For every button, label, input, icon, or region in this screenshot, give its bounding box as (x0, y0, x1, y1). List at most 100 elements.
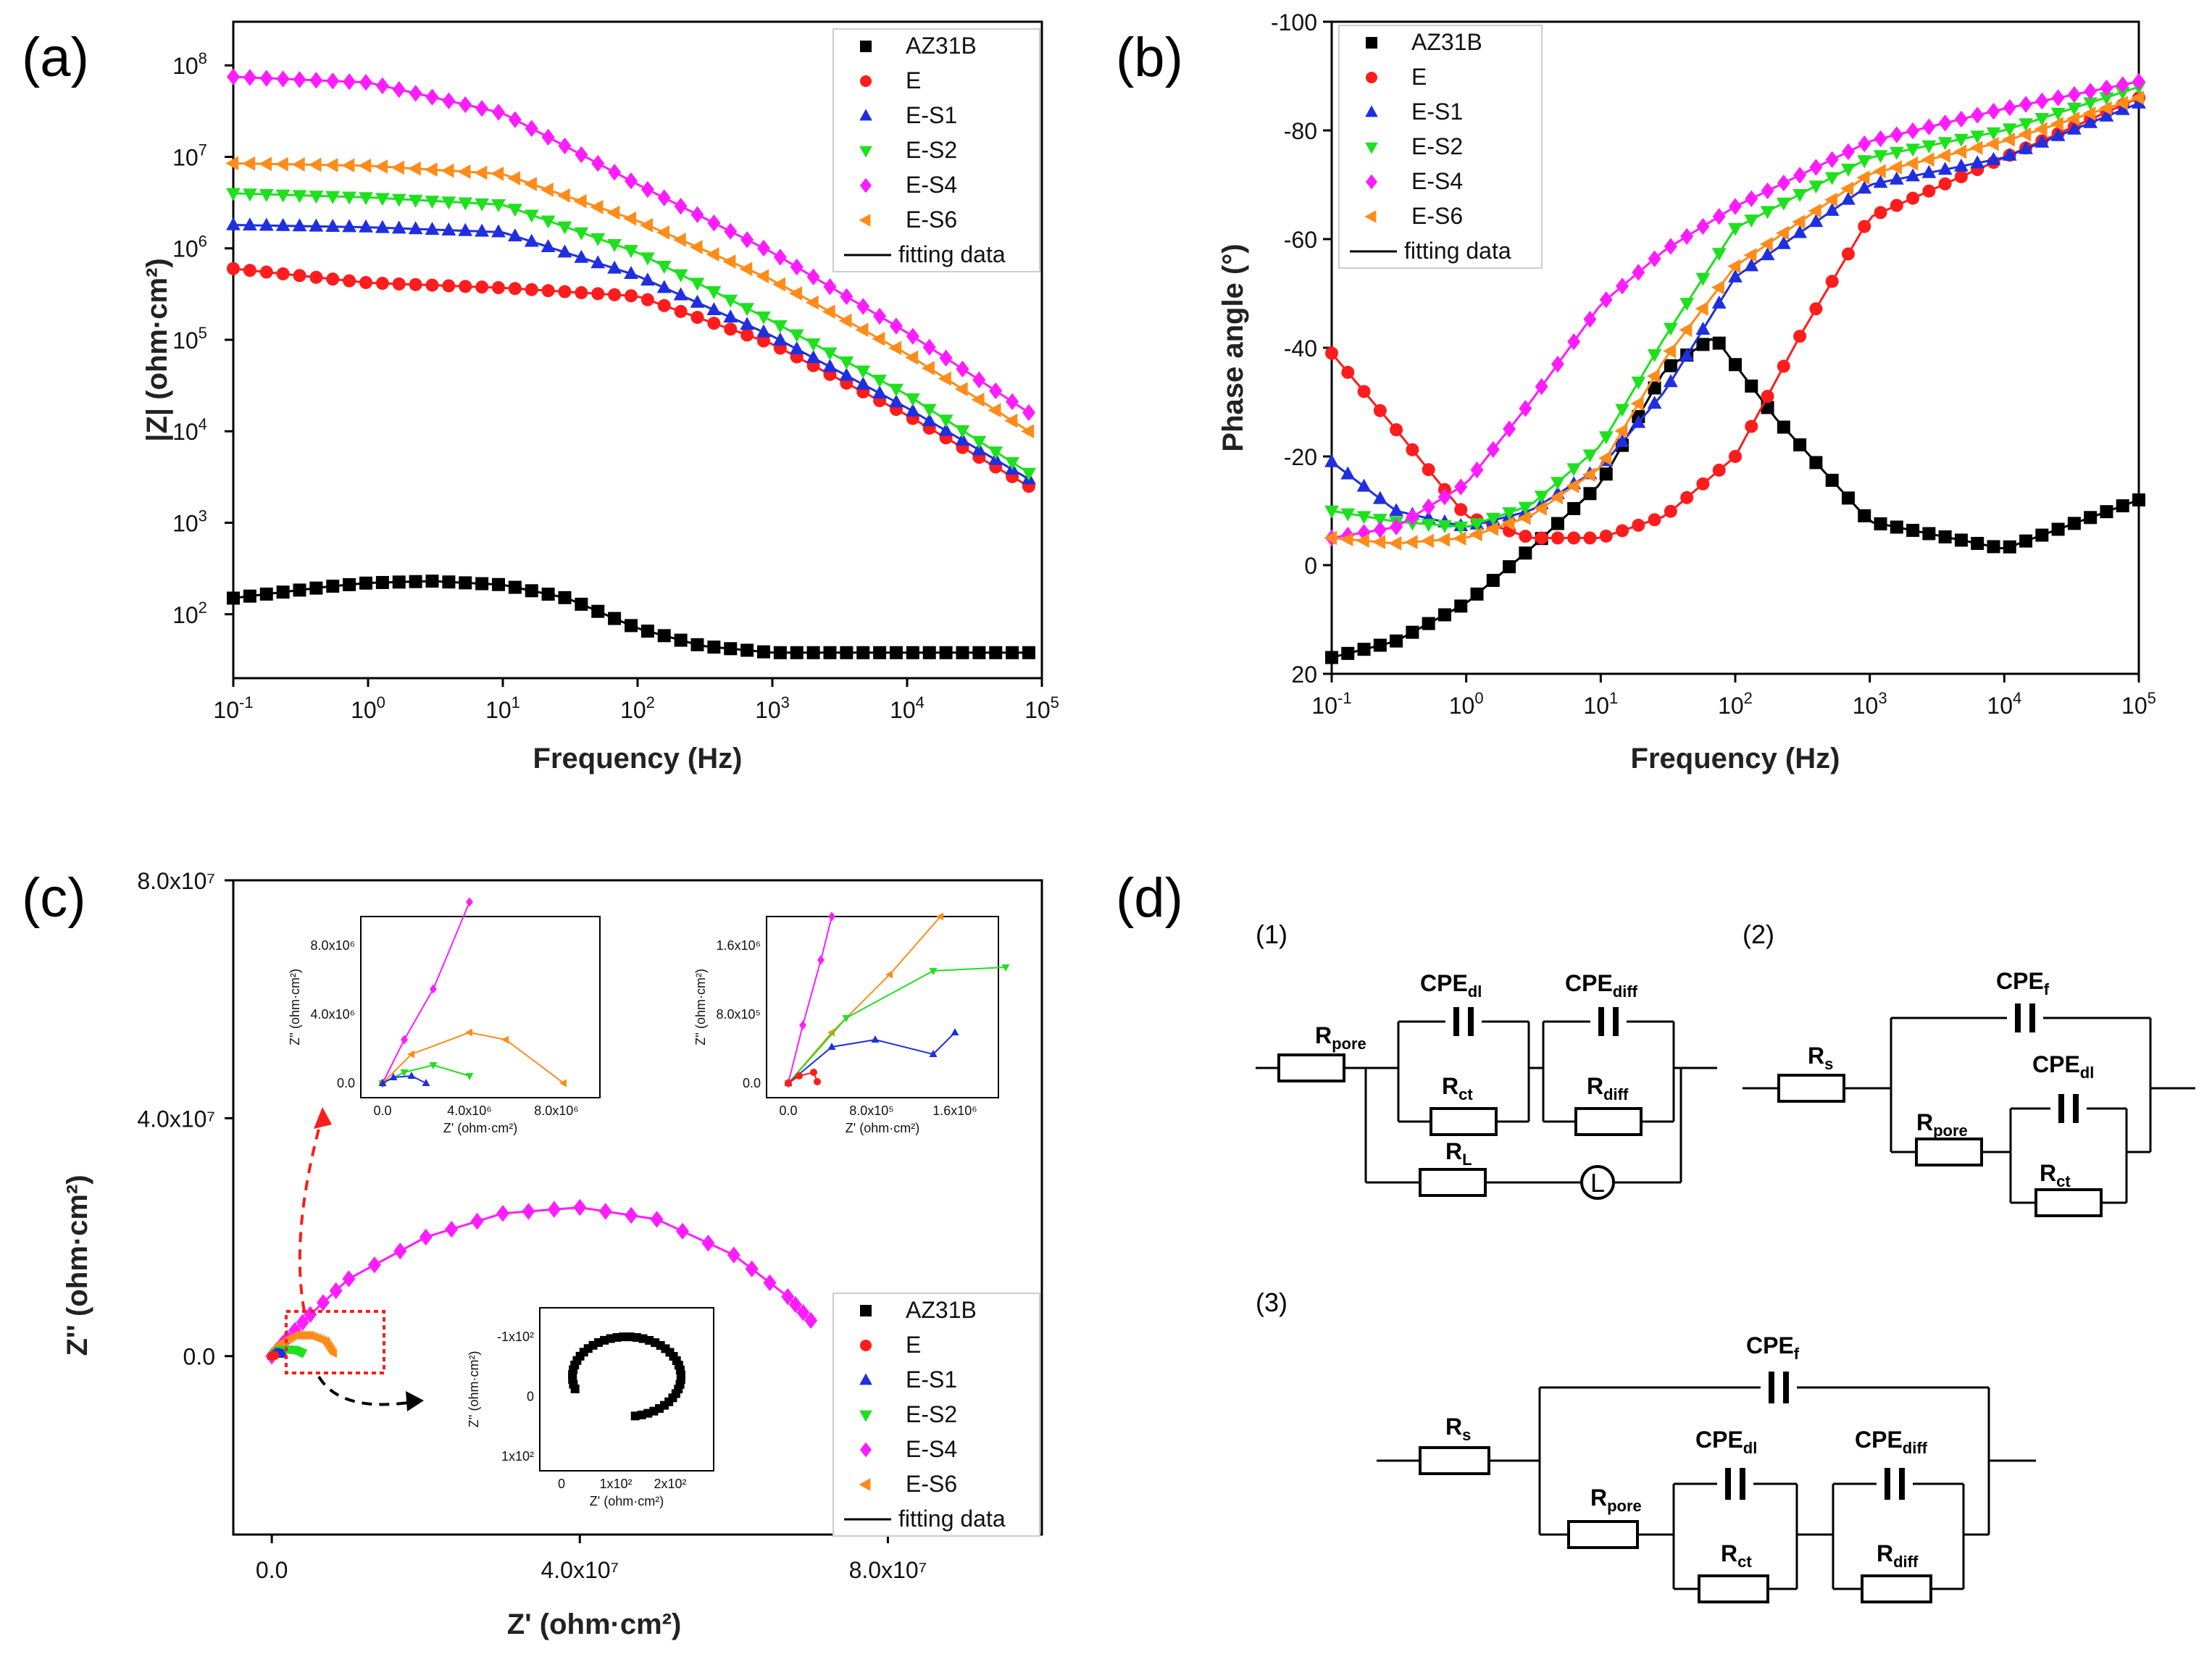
chart-b-point-E-S1 (1792, 225, 1808, 238)
chart-c-point-E-S4 (625, 1206, 638, 1224)
chart-b-point-AZ31B (1390, 634, 1403, 648)
legend-label: AZ31B (906, 1297, 977, 1323)
chart-b-point-E (1551, 531, 1564, 545)
chart-b-point-E-S4 (1987, 102, 2000, 120)
chart-a-point-E-S4 (989, 382, 1003, 400)
legend-label: E-S1 (906, 1366, 957, 1393)
chart-a-point-E (724, 322, 738, 336)
chart-a-point-E-S2 (292, 190, 307, 204)
legend-label: AZ31B (906, 33, 977, 59)
chart-c-point-E-S4 (419, 1228, 433, 1246)
chart-a-point-AZ31B (740, 643, 754, 657)
chart-b-point-AZ31B (1648, 381, 1661, 395)
legend-marker (860, 1340, 872, 1351)
chart-c-point-E (270, 1351, 280, 1360)
chart-b-xtick-label: 103 (1853, 689, 1887, 719)
chart-a-point-E-S1 (475, 223, 490, 237)
inset-fit-E (788, 1071, 818, 1084)
inset-point-E-S1 (422, 1079, 430, 1086)
chart-b-point-E (1825, 275, 1839, 288)
chart-a-point-E-S6 (722, 254, 736, 270)
chart-a-point-E-S4 (359, 74, 372, 91)
chart-a-point-E-S6 (375, 159, 388, 174)
legend-marker (1365, 105, 1378, 117)
chart-a-point-E-S4 (624, 172, 638, 190)
inset-point-AZ31B (625, 1332, 635, 1342)
chart-b-point-E (1680, 491, 1694, 504)
chart-a-point-E (442, 279, 456, 293)
chart-b-point-E-S6 (1437, 532, 1451, 547)
chart-c-point-E-S4 (329, 1282, 343, 1300)
chart-b-point-E-S4 (1777, 174, 1790, 192)
chart-b-point-E-S2 (1921, 140, 1937, 154)
chart-b-ytick-label: -60 (1284, 227, 1317, 253)
chart-b-point-E-S6 (2066, 111, 2080, 126)
chart-a-point-E-S4 (922, 338, 936, 356)
chart-a-point-E-S1 (491, 224, 506, 238)
chart-b-point-E-S6 (1598, 451, 1611, 466)
chart-b-point-E-S1 (1889, 171, 1904, 185)
chart-b-point-AZ31B (1486, 574, 1500, 588)
chart-a-point-E-S4 (657, 189, 671, 206)
chart-a-point-E-S4 (756, 239, 770, 257)
chart-a-point-E (309, 270, 323, 284)
chart-a-point-AZ31B (243, 589, 256, 603)
chart-c-point-E-S4 (522, 1203, 535, 1220)
chart-b-point-AZ31B (1938, 530, 1952, 543)
chart-a-point-E-S6 (523, 177, 537, 191)
chart-a-point-E-S2 (458, 197, 473, 211)
chart-b-point-E-S4 (2019, 96, 2033, 113)
chart-b-point-E-S6 (1937, 148, 1950, 163)
chart-b-point-E-S2 (1937, 137, 1953, 151)
chart-a-point-E-S6 (656, 225, 669, 240)
chart-b-point-E-S2 (1356, 511, 1372, 525)
chart-b-point-E-S2 (1744, 214, 1759, 228)
chart-a-point-E-S2 (259, 188, 274, 202)
chart-a-point-E-S1 (889, 394, 903, 408)
chart-a-point-E-S1 (524, 233, 539, 247)
chart-c-xlabel: Z' (ohm·cm²) (507, 1608, 682, 1640)
chart-a-point-E-S2 (375, 193, 390, 206)
chart-a-point-AZ31B (541, 588, 555, 601)
chart-b-point-E-S4 (1761, 182, 1774, 200)
chart-a-point-AZ31B (608, 612, 622, 625)
chart-a-point-E-S4 (840, 288, 854, 306)
legend-marker (1365, 142, 1378, 154)
chart-b-point-E (1712, 463, 1726, 477)
chart-a-point-E-S6 (556, 188, 570, 203)
chart-b-point-E-S6 (1566, 478, 1579, 493)
chart-a-point-AZ31B (575, 597, 588, 611)
inset-ytick-label: 1.6x10⁶ (717, 938, 761, 953)
chart-b-point-E (1793, 330, 1807, 343)
chart-a-point-AZ31B (227, 591, 240, 605)
chart-a-ylabel: |Z| (ohm·cm²) (141, 258, 173, 441)
chart-b-point-AZ31B (2019, 534, 2033, 548)
legend-marker (860, 1305, 872, 1316)
chart-b-point-E-S1 (1679, 348, 1695, 362)
chart-a-point-E-S1 (458, 222, 473, 236)
chart-c-point-E-S4 (547, 1201, 561, 1218)
chart-a-point-E-S6 (938, 371, 951, 386)
chart-a-point-E-S4 (972, 371, 986, 389)
chart-a-point-E-S4 (790, 258, 804, 276)
panel-label-a: (a) (22, 27, 89, 88)
chart-a-point-E-S6 (1021, 424, 1035, 439)
chart-a-point-AZ31B (326, 580, 340, 593)
inset-point-E-S6 (936, 912, 943, 921)
chart-a-point-AZ31B (939, 646, 953, 659)
chart-b-point-AZ31B (1745, 379, 1758, 393)
chart-c-point-E-S4 (763, 1274, 777, 1292)
chart-a-point-E (624, 289, 638, 303)
chart-b-point-E-S1 (2034, 134, 2050, 148)
chart-a-point-E-S2 (441, 196, 456, 210)
circuit-1-label-l: L (1590, 1168, 1605, 1198)
legend-marker (859, 1410, 872, 1422)
inset-point-E-S1 (951, 1028, 959, 1035)
chart-a-point-E-S1 (772, 332, 788, 346)
inset-point-E-S6 (885, 970, 893, 979)
inset-xlabel: Z' (ohm·cm²) (443, 1121, 517, 1135)
chart-c-point-E-S4 (781, 1287, 795, 1306)
chart-a-point-AZ31B (873, 646, 887, 659)
chart-b-point-E-S6 (1372, 535, 1386, 550)
